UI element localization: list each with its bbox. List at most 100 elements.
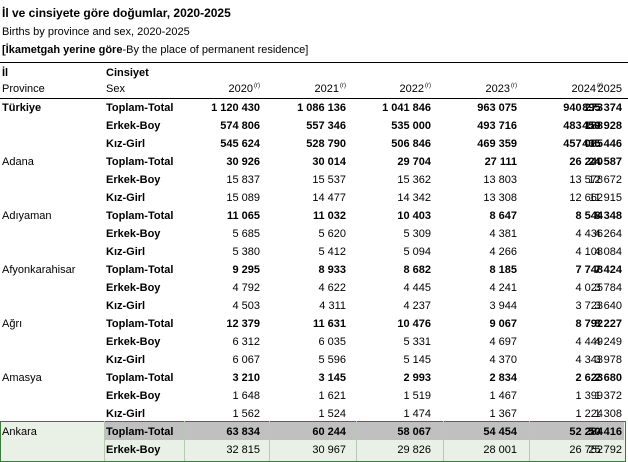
value-cell[interactable]: 11 915 bbox=[589, 192, 622, 204]
value-cell[interactable]: 493 716 bbox=[477, 120, 517, 132]
value-cell[interactable]: 3 784 bbox=[594, 282, 622, 294]
value-cell[interactable]: 1 474 bbox=[403, 408, 431, 420]
value-cell[interactable]: 4 381 bbox=[489, 228, 517, 240]
sex-cell[interactable]: Toplam-Total bbox=[106, 372, 174, 384]
value-cell[interactable]: 2 993 bbox=[403, 372, 431, 384]
sex-cell[interactable]: Erkek-Boy bbox=[106, 174, 161, 186]
value-cell[interactable]: 8 544 bbox=[575, 210, 603, 222]
value-cell[interactable]: 4 622 bbox=[318, 282, 346, 294]
value-cell[interactable]: 13 308 bbox=[483, 192, 517, 204]
year-header-0[interactable]: 2020(r) bbox=[170, 83, 260, 95]
value-cell[interactable]: 30 014 bbox=[312, 156, 346, 168]
value-cell[interactable]: 3 978 bbox=[594, 354, 622, 366]
value-cell[interactable]: 5 309 bbox=[403, 228, 431, 240]
value-cell[interactable]: 10 403 bbox=[397, 210, 431, 222]
sex-cell[interactable]: Kız-Girl bbox=[106, 300, 146, 312]
value-cell[interactable]: 5 331 bbox=[403, 336, 431, 348]
value-cell[interactable]: 3 145 bbox=[318, 372, 346, 384]
sex-cell[interactable]: Erkek-Boy bbox=[106, 390, 161, 402]
header-province-en[interactable]: Province bbox=[2, 83, 45, 95]
value-cell[interactable]: 4 264 bbox=[594, 228, 622, 240]
year-header-4[interactable]: 2024(r) bbox=[513, 83, 603, 95]
value-cell[interactable]: 30 926 bbox=[226, 156, 260, 168]
sex-cell[interactable]: Toplam-Total bbox=[106, 102, 174, 114]
value-cell[interactable]: 15 362 bbox=[397, 174, 431, 186]
value-cell[interactable]: 1 562 bbox=[232, 408, 260, 420]
value-cell[interactable]: 483 188 bbox=[563, 120, 603, 132]
value-cell[interactable]: 4 266 bbox=[489, 246, 517, 258]
province-cell[interactable]: Amasya bbox=[2, 372, 42, 384]
value-cell[interactable]: 54 454 bbox=[483, 426, 517, 438]
value-cell[interactable]: 469 359 bbox=[477, 138, 517, 150]
value-cell[interactable]: 4 792 bbox=[232, 282, 260, 294]
value-cell[interactable]: 4 697 bbox=[489, 336, 517, 348]
value-cell[interactable]: 4 370 bbox=[489, 354, 517, 366]
value-cell[interactable]: 5 094 bbox=[403, 246, 431, 258]
value-cell[interactable]: 15 837 bbox=[226, 174, 260, 186]
value-cell[interactable]: 4 084 bbox=[594, 246, 622, 258]
value-cell[interactable]: 13 578 bbox=[569, 174, 603, 186]
province-cell[interactable]: Türkiye bbox=[2, 102, 42, 114]
value-cell[interactable]: 5 145 bbox=[403, 354, 431, 366]
value-cell[interactable]: 1 648 bbox=[232, 390, 260, 402]
value-cell[interactable]: 4 503 bbox=[232, 300, 260, 312]
value-cell[interactable]: 4 445 bbox=[403, 282, 431, 294]
value-cell[interactable]: 52 284 bbox=[569, 426, 603, 438]
value-cell[interactable]: 1 086 136 bbox=[297, 102, 346, 114]
value-cell[interactable]: 12 379 bbox=[226, 318, 260, 330]
value-cell[interactable]: 4 237 bbox=[403, 300, 431, 312]
value-cell[interactable]: 545 624 bbox=[220, 138, 260, 150]
value-cell[interactable]: 3 944 bbox=[489, 300, 517, 312]
province-cell[interactable]: Afyonkarahisar bbox=[2, 264, 76, 276]
sex-cell[interactable]: Erkek-Boy bbox=[106, 120, 161, 132]
value-cell[interactable]: 63 834 bbox=[226, 426, 260, 438]
value-cell[interactable]: 26 240 bbox=[569, 156, 603, 168]
value-cell[interactable]: 528 790 bbox=[306, 138, 346, 150]
value-cell[interactable]: 1 308 bbox=[594, 408, 622, 420]
value-cell[interactable]: 8 185 bbox=[489, 264, 517, 276]
value-cell[interactable]: 2 680 bbox=[594, 372, 622, 384]
sex-cell[interactable]: Toplam-Total bbox=[106, 264, 174, 276]
value-cell[interactable]: 6 312 bbox=[232, 336, 260, 348]
value-cell[interactable]: 457 085 bbox=[563, 138, 603, 150]
value-cell[interactable]: 30 967 bbox=[312, 444, 346, 456]
value-cell[interactable]: 4 449 bbox=[575, 336, 603, 348]
value-cell[interactable]: 15 537 bbox=[312, 174, 346, 186]
value-cell[interactable]: 11 631 bbox=[312, 318, 346, 330]
value-cell[interactable]: 5 596 bbox=[318, 354, 346, 366]
sex-cell[interactable]: Erkek-Boy bbox=[106, 444, 161, 456]
value-cell[interactable]: 12 662 bbox=[569, 192, 603, 204]
value-cell[interactable]: 4 249 bbox=[594, 336, 622, 348]
province-cell[interactable]: Ağrı bbox=[2, 318, 23, 330]
sex-cell[interactable]: Kız-Girl bbox=[106, 138, 146, 150]
value-cell[interactable]: 8 348 bbox=[594, 210, 622, 222]
value-cell[interactable]: 4 241 bbox=[489, 282, 517, 294]
value-cell[interactable]: 435 446 bbox=[582, 138, 622, 150]
value-cell[interactable]: 1 519 bbox=[403, 390, 431, 402]
value-cell[interactable]: 11 065 bbox=[226, 210, 260, 222]
sex-cell[interactable]: Erkek-Boy bbox=[106, 282, 161, 294]
province-cell[interactable]: Adıyaman bbox=[2, 210, 52, 222]
sex-cell[interactable]: Toplam-Total bbox=[106, 426, 174, 438]
value-cell[interactable]: 28 001 bbox=[483, 444, 517, 456]
value-cell[interactable]: 8 682 bbox=[403, 264, 431, 276]
value-cell[interactable]: 3 210 bbox=[232, 372, 260, 384]
value-cell[interactable]: 58 067 bbox=[397, 426, 431, 438]
value-cell[interactable]: 459 928 bbox=[582, 120, 622, 132]
value-cell[interactable]: 1 372 bbox=[594, 390, 622, 402]
value-cell[interactable]: 14 477 bbox=[312, 192, 346, 204]
value-cell[interactable]: 6 067 bbox=[232, 354, 260, 366]
sex-cell[interactable]: Toplam-Total bbox=[106, 156, 174, 168]
value-cell[interactable]: 3 723 bbox=[575, 300, 603, 312]
province-cell[interactable]: Adana bbox=[2, 156, 34, 168]
value-cell[interactable]: 4 343 bbox=[575, 354, 603, 366]
value-cell[interactable]: 8 227 bbox=[594, 318, 622, 330]
value-cell[interactable]: 4 108 bbox=[575, 246, 603, 258]
value-cell[interactable]: 12 672 bbox=[588, 174, 622, 186]
value-cell[interactable]: 1 224 bbox=[575, 408, 603, 420]
sex-cell[interactable]: Kız-Girl bbox=[106, 408, 146, 420]
value-cell[interactable]: 940 273 bbox=[563, 102, 603, 114]
value-cell[interactable]: 557 346 bbox=[306, 120, 346, 132]
value-cell[interactable]: 4 436 bbox=[575, 228, 603, 240]
value-cell[interactable]: 32 815 bbox=[226, 444, 260, 456]
